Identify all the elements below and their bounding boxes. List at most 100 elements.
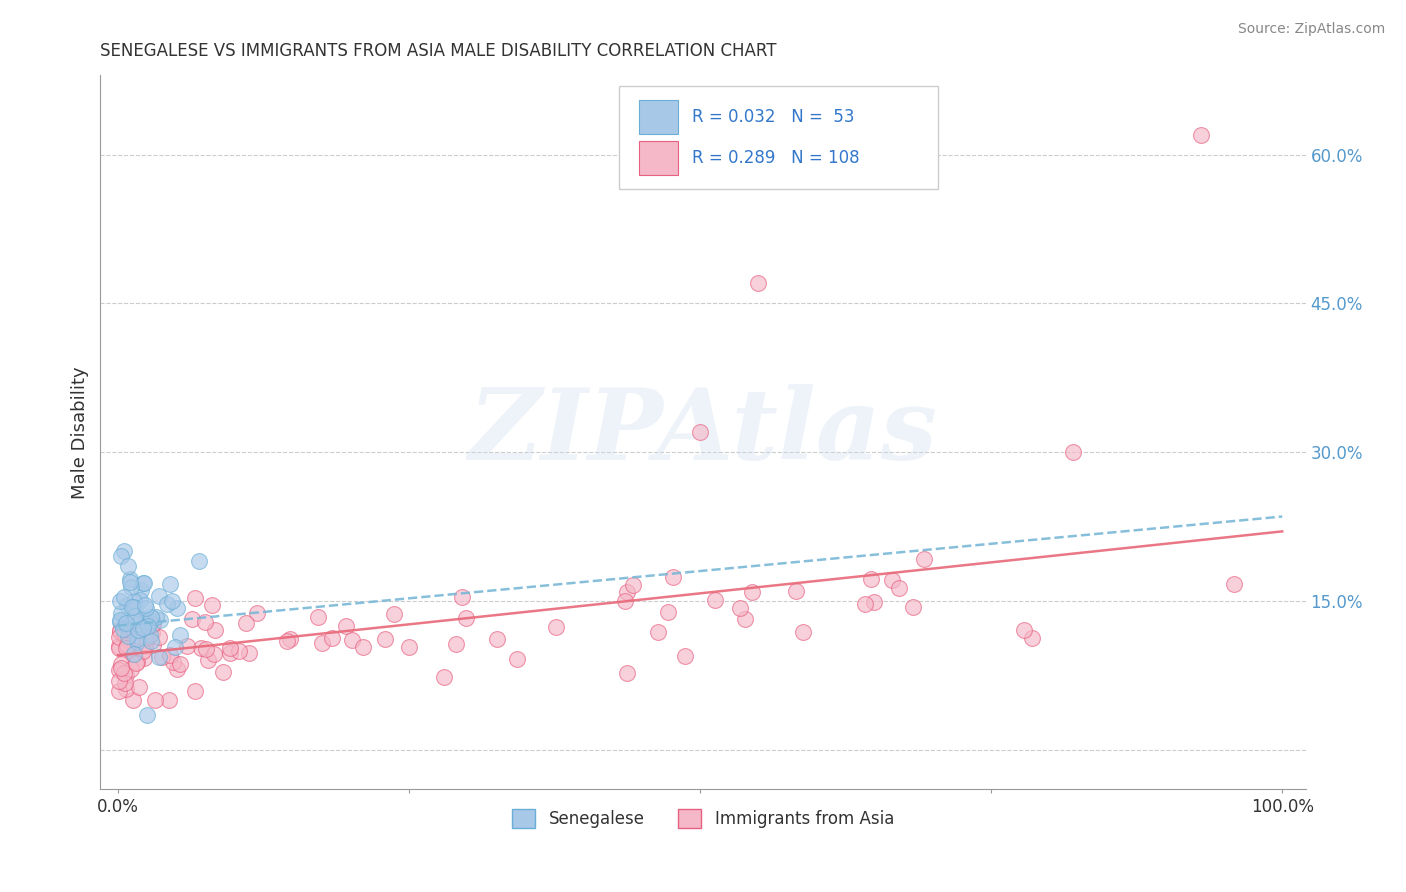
Point bbox=[190, 640, 212, 655]
Point bbox=[145, 610, 167, 624]
Point bbox=[115, 681, 138, 696]
Point bbox=[889, 581, 911, 595]
Point bbox=[1189, 128, 1212, 142]
Point bbox=[132, 621, 155, 635]
Point bbox=[148, 631, 170, 645]
Point bbox=[142, 617, 165, 632]
Point bbox=[159, 577, 181, 591]
Point bbox=[433, 670, 456, 684]
Point bbox=[197, 653, 219, 667]
Point bbox=[115, 616, 138, 631]
Point bbox=[166, 601, 188, 615]
Point bbox=[202, 647, 225, 661]
Point bbox=[1222, 577, 1244, 591]
Point bbox=[246, 606, 269, 620]
Point bbox=[704, 593, 727, 607]
Point bbox=[159, 648, 181, 662]
Point bbox=[143, 693, 166, 707]
Point bbox=[108, 663, 131, 677]
Text: R = 0.032   N =  53: R = 0.032 N = 53 bbox=[692, 108, 855, 127]
Point bbox=[115, 667, 138, 681]
Point bbox=[863, 595, 886, 609]
Text: R = 0.289   N = 108: R = 0.289 N = 108 bbox=[692, 149, 859, 167]
Legend: Senegalese, Immigrants from Asia: Senegalese, Immigrants from Asia bbox=[505, 802, 901, 834]
Point bbox=[195, 641, 218, 656]
Point bbox=[121, 693, 143, 707]
Text: Source: ZipAtlas.com: Source: ZipAtlas.com bbox=[1237, 22, 1385, 37]
Point bbox=[169, 657, 191, 671]
Point bbox=[235, 616, 257, 631]
Point bbox=[115, 638, 138, 652]
Point bbox=[1012, 623, 1035, 637]
Point bbox=[129, 611, 152, 625]
Point bbox=[129, 592, 152, 607]
Point bbox=[114, 676, 136, 690]
Point bbox=[132, 575, 155, 590]
Point bbox=[139, 615, 162, 630]
Point bbox=[352, 640, 374, 654]
Point bbox=[124, 594, 146, 608]
Point bbox=[135, 632, 157, 646]
Point bbox=[200, 598, 222, 612]
Point bbox=[211, 665, 233, 679]
Point bbox=[374, 632, 396, 646]
Point bbox=[451, 591, 474, 605]
Point bbox=[135, 600, 157, 615]
Point bbox=[335, 619, 357, 633]
Point bbox=[340, 633, 363, 648]
Point bbox=[741, 584, 763, 599]
Point bbox=[183, 684, 205, 698]
Point bbox=[150, 650, 173, 665]
Point bbox=[728, 601, 751, 615]
Point bbox=[486, 632, 509, 646]
Point bbox=[132, 644, 155, 658]
Point bbox=[127, 624, 149, 638]
Point bbox=[544, 620, 567, 634]
Point bbox=[108, 640, 131, 655]
Point bbox=[108, 684, 131, 698]
Point bbox=[616, 585, 638, 599]
Point bbox=[117, 629, 139, 643]
Point bbox=[134, 640, 156, 654]
Point bbox=[218, 646, 240, 660]
Point bbox=[166, 662, 188, 676]
Point bbox=[132, 650, 155, 665]
Point bbox=[853, 597, 876, 611]
Point bbox=[454, 611, 477, 625]
Point bbox=[139, 610, 162, 624]
Point bbox=[121, 647, 143, 661]
Point bbox=[204, 623, 226, 637]
Point bbox=[122, 630, 145, 644]
Point bbox=[114, 628, 136, 642]
Point bbox=[136, 707, 159, 722]
Point bbox=[882, 574, 904, 588]
Point bbox=[792, 624, 814, 639]
Point bbox=[135, 615, 157, 629]
Point bbox=[110, 607, 132, 621]
Point bbox=[860, 572, 883, 586]
Point bbox=[124, 613, 146, 627]
Point bbox=[121, 600, 143, 615]
Point bbox=[108, 615, 131, 630]
Point bbox=[662, 569, 685, 583]
Point bbox=[110, 661, 132, 675]
Point bbox=[616, 666, 638, 681]
Point bbox=[108, 639, 131, 653]
Point bbox=[117, 619, 139, 633]
Point bbox=[128, 623, 150, 637]
Point bbox=[181, 612, 204, 626]
Point bbox=[129, 582, 152, 597]
Bar bbox=[640, 141, 678, 175]
Point bbox=[785, 584, 807, 599]
Point bbox=[901, 600, 924, 615]
Point bbox=[160, 594, 183, 608]
Point bbox=[108, 613, 131, 627]
Point bbox=[115, 632, 138, 646]
Point bbox=[621, 578, 644, 592]
Point bbox=[127, 617, 149, 632]
Point bbox=[125, 655, 148, 669]
Point bbox=[112, 666, 135, 681]
Point bbox=[141, 616, 163, 631]
Point bbox=[120, 580, 142, 594]
Point bbox=[311, 636, 333, 650]
